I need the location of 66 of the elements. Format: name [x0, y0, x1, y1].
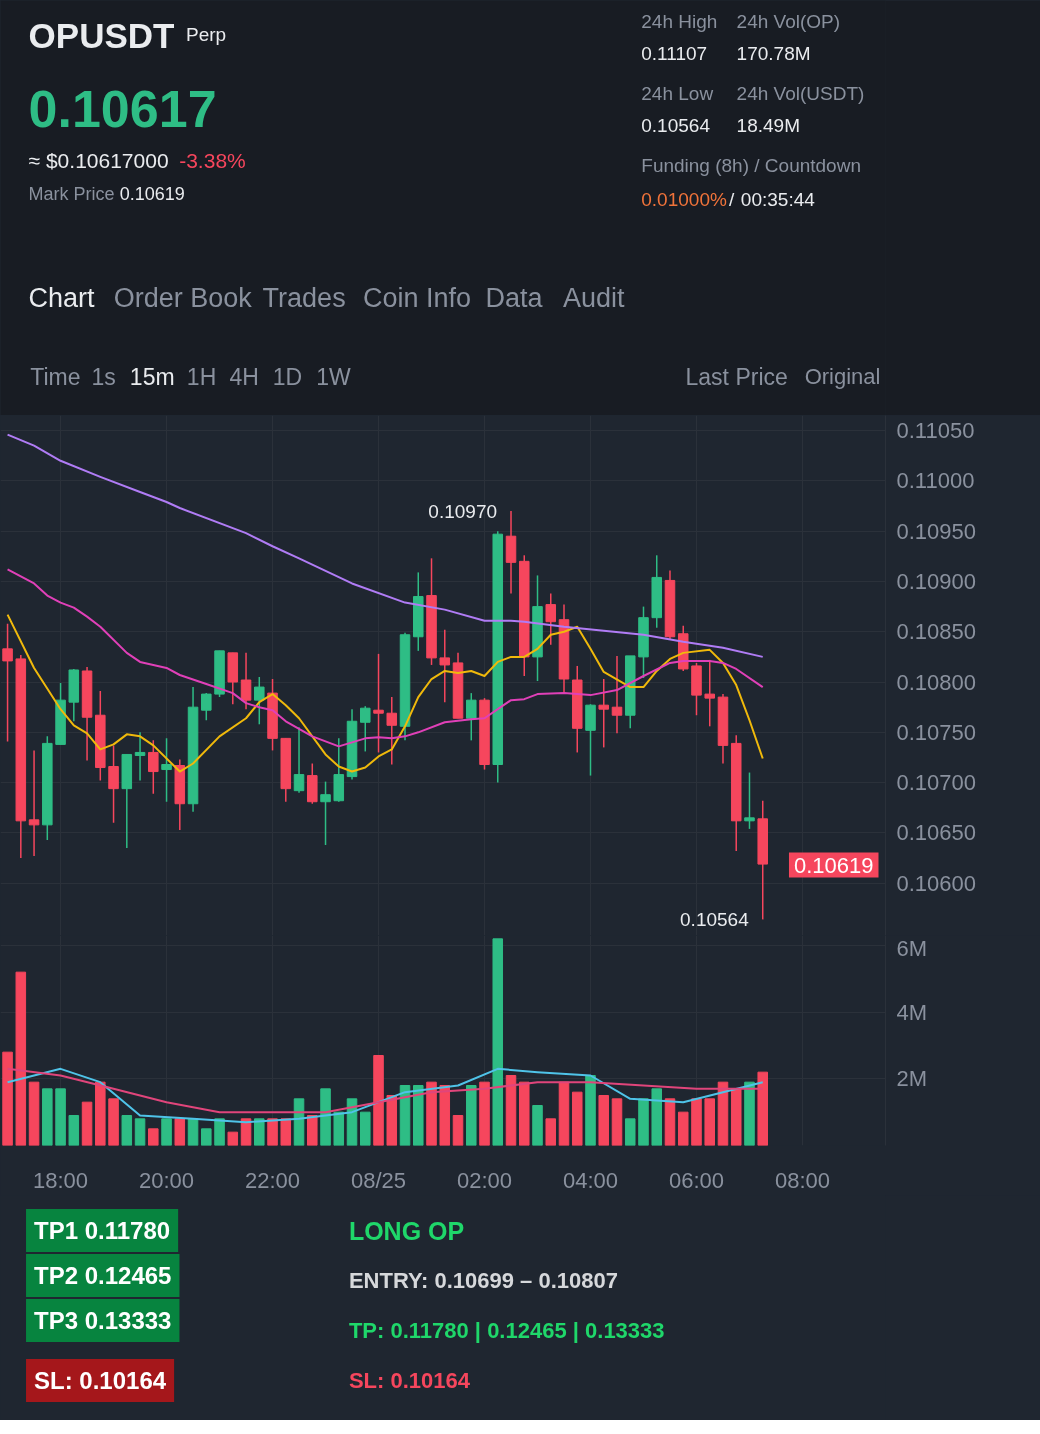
text: 0.10619 [119, 184, 185, 204]
text: 24h High [641, 11, 718, 32]
text: SL: 0.10164 [348, 1368, 471, 1393]
text: ≈ $0.10617000 [28, 149, 169, 172]
x-tick-label: 04:00 [562, 1167, 619, 1193]
x-tick-label: 22:00 [245, 1167, 301, 1193]
y-tick-label: 0.10700 [896, 770, 977, 796]
y-tick-label: 0.10850 [896, 619, 977, 645]
text: Time [30, 363, 81, 390]
y-tick-label: 2M [896, 1066, 928, 1092]
text: 1D [272, 363, 303, 390]
text: Original [804, 364, 881, 389]
y-tick-label: 0.10950 [896, 518, 977, 544]
text: Coin Info [363, 282, 472, 313]
y-tick-label: 0.11000 [896, 468, 975, 494]
text: Funding (8h) / Countdown [641, 155, 861, 176]
text: 24h Low [641, 83, 714, 104]
text: -3.38% [179, 149, 246, 172]
text: TP1 0.11780 [34, 1217, 171, 1244]
x-tick-label: 08:00 [774, 1167, 831, 1193]
text: Data [485, 282, 544, 313]
text: 1W [316, 363, 351, 390]
x-tick-label: 02:00 [456, 1167, 513, 1193]
y-tick-label: 0.11050 [896, 418, 975, 444]
text: 1s [91, 363, 116, 390]
text: Last Price [685, 363, 788, 390]
x-tick-label: 20:00 [139, 1167, 195, 1193]
text: Trades [262, 282, 346, 313]
text: 0.01000% [641, 189, 727, 210]
annotation: 0.10970 [428, 500, 498, 522]
text: 24h Vol(OP) [736, 11, 841, 32]
text: TP3 0.13333 [34, 1307, 172, 1334]
text: SL: 0.10164 [34, 1367, 167, 1394]
y-tick-label: 0.10800 [896, 669, 977, 695]
text: Order Book [113, 282, 253, 313]
text: 170.78M [736, 43, 811, 64]
annotation: 0.10564 [680, 908, 750, 930]
text: 24h Vol(USDT) [736, 83, 865, 104]
y-tick-label: 6M [896, 935, 928, 961]
text: 4H [229, 363, 259, 390]
y-tick-label: 4M [896, 999, 928, 1025]
text: Audit [562, 282, 626, 313]
text: TP2 0.12465 [34, 1262, 172, 1289]
y-tick-label: 0.10900 [896, 568, 977, 594]
text: 15m [129, 363, 175, 390]
text: 00:35:44 [740, 189, 816, 210]
text: ENTRY: 0.10699 – 0.10807 [348, 1268, 618, 1293]
text: / [728, 189, 735, 210]
text: 0.11107 [641, 43, 708, 64]
text: 1H [186, 363, 217, 390]
text: LONG OP [348, 1216, 465, 1245]
text: TP: 0.11780 | 0.12465 | 0.13333 [348, 1318, 665, 1343]
annotation: 0.10619 [793, 852, 874, 878]
y-tick-label: 0.10750 [896, 719, 977, 745]
x-tick-label: 18:00 [33, 1167, 89, 1193]
text: Chart [28, 282, 96, 313]
y-tick-label: 0.10600 [896, 870, 977, 896]
text: 0.10617 [28, 79, 217, 138]
x-tick-label: 08/25 [351, 1167, 407, 1193]
text: 18.49M [736, 115, 800, 136]
text: OPUSDT [28, 16, 175, 55]
text: Perp [186, 24, 227, 45]
x-tick-label: 06:00 [668, 1167, 725, 1193]
text: Mark Price [28, 183, 115, 204]
text: 0.10564 [641, 115, 711, 136]
y-tick-label: 0.10650 [896, 820, 977, 846]
